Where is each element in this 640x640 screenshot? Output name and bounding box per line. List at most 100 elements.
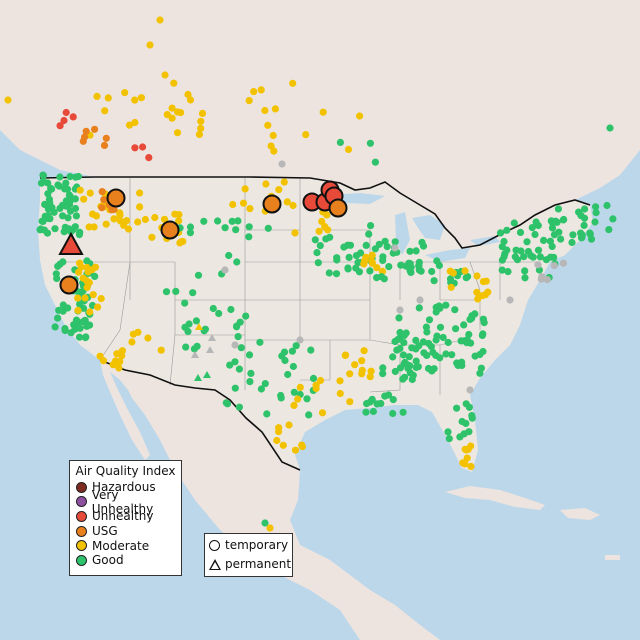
monitor-marker	[97, 295, 105, 303]
canada-land	[0, 0, 640, 248]
monitor-marker	[120, 221, 128, 229]
monitor-marker	[242, 312, 250, 320]
monitor-marker	[463, 339, 471, 347]
monitor-marker	[307, 346, 315, 354]
monitor-marker	[367, 222, 375, 230]
monitor-marker	[303, 395, 311, 403]
monitor-marker	[553, 218, 561, 226]
monitor-marker	[221, 224, 229, 232]
monitor-marker	[176, 239, 184, 247]
monitor-marker	[462, 446, 470, 454]
puerto-rico-land	[605, 555, 620, 560]
monitor-marker	[395, 314, 403, 322]
monitor-marker	[40, 226, 49, 234]
monitor-marker	[336, 138, 344, 146]
legend-item-very-unhealthy: Very Unhealthy	[70, 488, 181, 516]
monitor-marker	[580, 221, 588, 229]
monitor-marker	[160, 215, 169, 223]
monitor-marker	[416, 296, 424, 304]
monitor-marker	[91, 125, 99, 133]
monitor-marker	[520, 253, 528, 261]
monitor-marker	[406, 267, 414, 275]
monitor-marker	[63, 185, 72, 193]
monitor-marker	[163, 111, 171, 119]
circle-icon	[209, 539, 220, 551]
monitor-marker	[358, 366, 366, 374]
monitor-marker	[391, 244, 399, 252]
monitor-marker	[245, 97, 253, 105]
monitor-marker	[59, 212, 67, 220]
monitor-marker	[116, 211, 124, 219]
monitor-marker	[473, 272, 481, 280]
monitor-marker	[428, 267, 436, 276]
monitor-marker	[227, 305, 235, 314]
monitor-marker	[125, 121, 134, 129]
monitor-marker	[543, 276, 551, 284]
monitor-marker	[463, 454, 471, 462]
monitor-marker	[44, 211, 52, 220]
monitor-marker	[131, 144, 139, 152]
monitor-marker	[581, 205, 589, 213]
monitor-marker	[137, 94, 145, 102]
monitor-marker	[444, 338, 452, 347]
monitor-marker	[245, 351, 254, 359]
monitor-marker	[113, 350, 121, 358]
monitor-marker	[222, 399, 230, 407]
monitor-marker	[397, 261, 405, 269]
monitor-marker	[76, 186, 84, 194]
monitor-marker	[270, 147, 278, 155]
unhealthy-swatch	[76, 510, 87, 522]
monitor-marker	[197, 124, 205, 132]
monitor-marker	[102, 134, 110, 142]
monitor-marker	[474, 295, 482, 303]
monitor-marker	[459, 459, 467, 467]
monitor-marker	[358, 357, 366, 365]
monitor-marker	[439, 333, 447, 342]
monitor-marker	[385, 391, 393, 399]
high-aqi-marker	[262, 194, 282, 214]
great-lakes	[330, 193, 500, 262]
monitor-marker	[182, 343, 190, 351]
monitor-marker	[521, 267, 529, 275]
monitor-marker	[351, 361, 359, 369]
monitor-marker	[200, 217, 208, 225]
aqi-legend: Air Quality Index Hazardous Very Unhealt…	[69, 460, 182, 576]
monitor-marker	[79, 318, 87, 326]
monitor-marker	[357, 249, 365, 257]
monitor-marker	[269, 131, 277, 140]
monitor-marker	[76, 300, 84, 308]
monitor-marker	[266, 524, 274, 532]
monitor-marker	[554, 205, 563, 213]
monitor-marker	[460, 321, 468, 329]
usg-swatch	[76, 525, 87, 537]
monitor-marker	[305, 411, 313, 419]
monitor-marker	[79, 274, 87, 282]
monitor-marker	[412, 363, 420, 371]
monitor-marker	[290, 401, 298, 409]
monitor-marker	[369, 407, 377, 416]
monitor-marker	[479, 315, 487, 323]
monitor-marker	[92, 212, 100, 220]
monitor-marker	[291, 229, 299, 237]
monitor-marker	[568, 238, 576, 247]
monitor-marker	[375, 240, 383, 248]
monitor-marker	[448, 351, 456, 359]
monitor-marker	[275, 428, 283, 436]
national-border	[39, 176, 591, 471]
monitor-marker	[356, 112, 364, 120]
triangle-icon	[209, 558, 221, 570]
monitor-marker	[442, 301, 450, 309]
monitor-marker	[157, 346, 165, 354]
monitor-marker	[226, 361, 234, 369]
monitor-marker	[379, 370, 387, 378]
monitor-marker	[412, 336, 420, 344]
monitor-marker	[189, 289, 197, 297]
monitor-marker	[400, 331, 408, 339]
monitor-marker	[368, 251, 376, 259]
monitor-marker	[498, 266, 506, 274]
monitor-marker	[367, 367, 375, 375]
monitor-marker	[396, 344, 404, 353]
monitor-marker	[366, 267, 374, 275]
monitor-marker	[201, 325, 209, 333]
monitor-marker	[453, 404, 461, 412]
